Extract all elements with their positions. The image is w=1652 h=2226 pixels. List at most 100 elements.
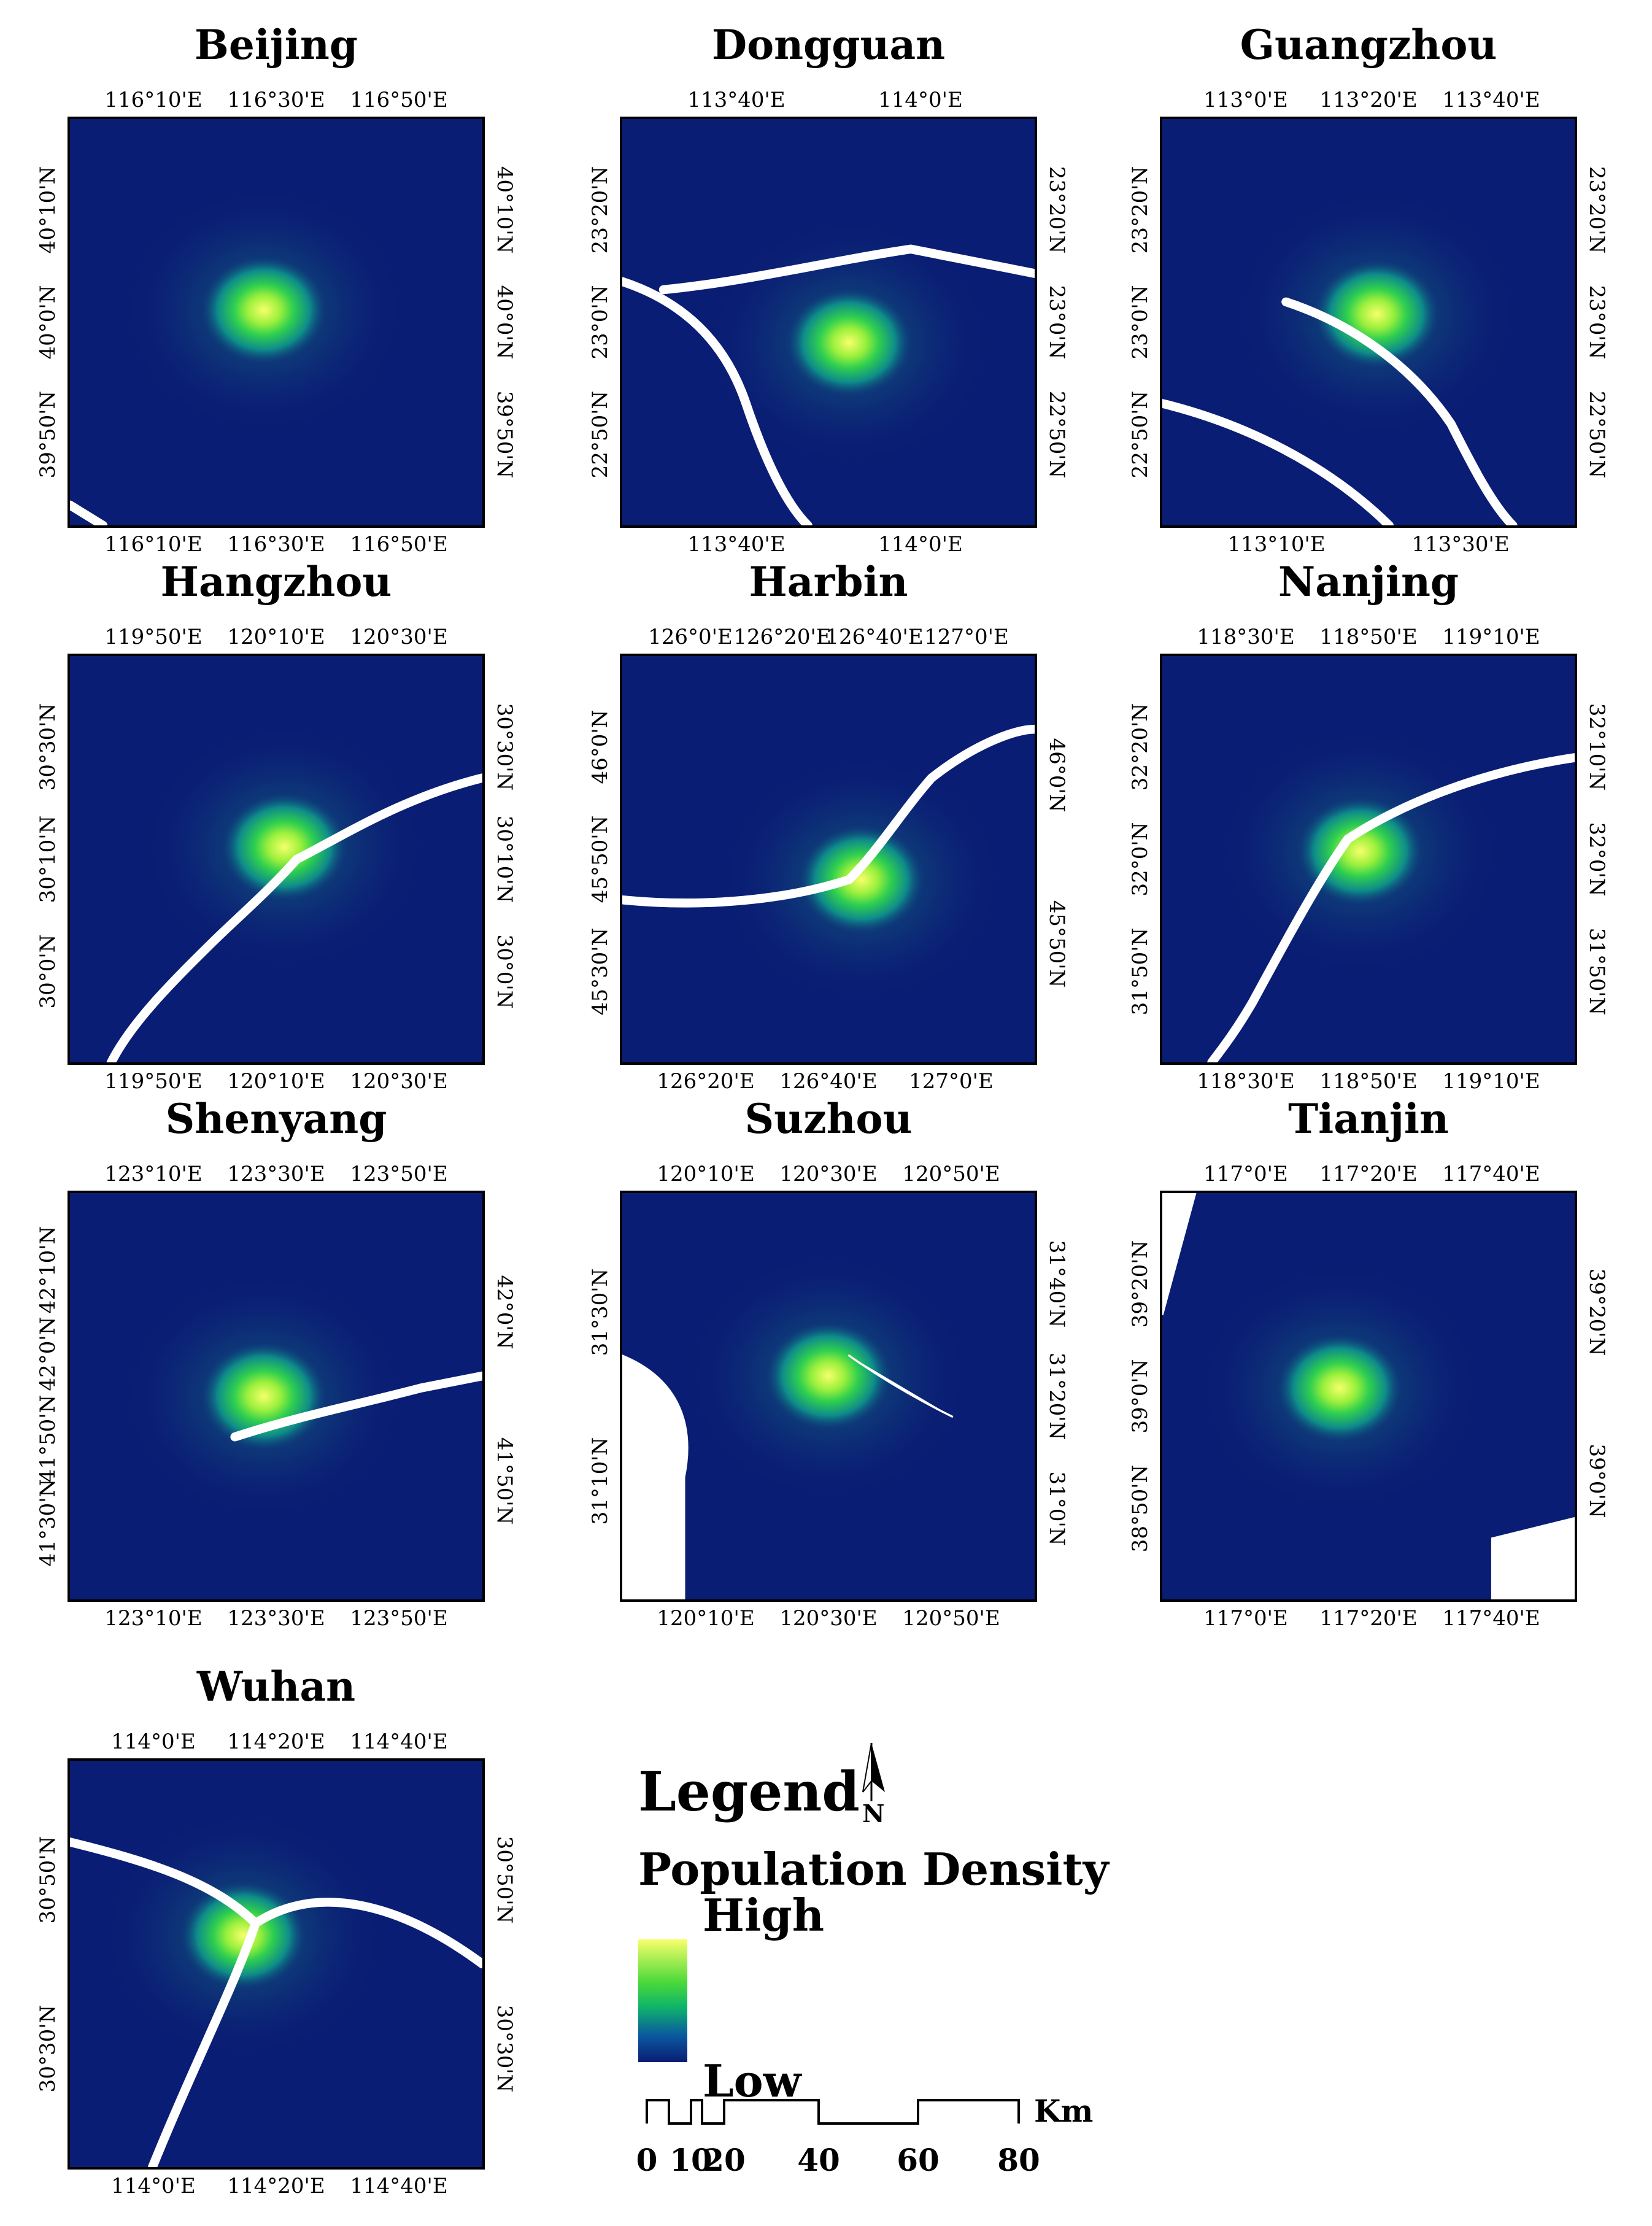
right-tick-label: 30°10'N (492, 815, 517, 903)
bottom-tick-label: 118°30'E (1197, 1069, 1295, 1094)
scale-tick-label: 20 (703, 2142, 746, 2178)
city-title: Wuhan (196, 1663, 356, 1710)
city-title: Hangzhou (160, 558, 392, 606)
legend: Legend N Population Density High Low 0 10… (632, 1743, 1184, 2209)
top-tick-label: 120°50'E (902, 1162, 1000, 1186)
top-tick-label: 123°30'E (227, 1162, 325, 1186)
left-tick-label: 39°50'N (36, 391, 60, 479)
right-tick-label: 23°20'N (1044, 166, 1069, 253)
top-tick-label: 126°40'E (825, 625, 924, 649)
bottom-tick-label: 126°40'E (779, 1069, 878, 1094)
bottom-tick-label: 114°0'E (878, 532, 963, 557)
population-density-map (1160, 1191, 1577, 1602)
bottom-tick-label: 126°20'E (657, 1069, 755, 1094)
top-tick-label: 114°0'E (111, 1729, 196, 1754)
population-density-map (1160, 117, 1577, 528)
right-tick-label: 39°50'N (492, 391, 517, 479)
top-tick-label: 123°50'E (350, 1162, 448, 1186)
right-tick-label: 30°30'N (492, 2004, 517, 2092)
top-tick-label: 114°40'E (350, 1729, 448, 1754)
scale-tick-label: 0 (636, 2142, 658, 2178)
top-tick-label: 118°30'E (1197, 625, 1295, 649)
scale-unit: Km (1034, 2093, 1094, 2129)
top-tick-label: 127°0'E (924, 625, 1009, 649)
right-tick-label: 40°10'N (492, 166, 517, 253)
right-tick-label: 32°0'N (1584, 822, 1609, 897)
right-tick-label: 31°50'N (1584, 928, 1609, 1016)
right-tick-label: 30°0'N (492, 934, 517, 1009)
population-density-map (1160, 654, 1577, 1065)
legend-high-label: High (703, 1889, 825, 1941)
bottom-tick-label: 113°10'E (1227, 532, 1326, 557)
left-tick-label: 40°0'N (36, 285, 60, 360)
city-title: Beijing (195, 21, 358, 69)
population-density-map (620, 654, 1037, 1065)
top-tick-label: 113°0'E (1203, 88, 1288, 112)
scale-tick-label: 10 (670, 2142, 712, 2178)
left-tick-label: 30°30'N (36, 703, 60, 790)
left-tick-label: 42°10'N (36, 1226, 60, 1314)
right-tick-label: 41°50'N (492, 1437, 517, 1525)
top-tick-label: 116°10'E (104, 88, 203, 112)
left-tick-label: 42°0'N (36, 1316, 60, 1391)
top-tick-label: 123°10'E (104, 1162, 203, 1186)
bottom-tick-label: 113°30'E (1411, 532, 1510, 557)
left-tick-label: 23°20'N (1128, 166, 1152, 253)
top-tick-label: 117°20'E (1319, 1162, 1418, 1186)
city-title: Tianjin (1288, 1095, 1449, 1143)
right-tick-label: 46°0'N (1044, 738, 1069, 812)
left-tick-label: 40°10'N (36, 166, 60, 253)
top-tick-label: 114°20'E (227, 1729, 325, 1754)
left-tick-label: 38°50'N (1128, 1465, 1152, 1553)
scale-tick-label: 60 (897, 2142, 940, 2178)
population-density-map (68, 654, 485, 1065)
legend-subtitle: Population Density (638, 1843, 1109, 1895)
bottom-tick-label: 120°10'E (657, 1606, 755, 1631)
bottom-tick-label: 117°0'E (1203, 1606, 1288, 1631)
population-density-map (620, 1191, 1037, 1602)
left-tick-label: 39°0'N (1128, 1359, 1152, 1434)
population-density-color-ramp (638, 1939, 687, 2062)
north-label: N (862, 1799, 885, 1828)
population-density-map (620, 117, 1037, 528)
bottom-tick-label: 119°50'E (104, 1069, 203, 1094)
top-tick-label: 118°50'E (1319, 625, 1418, 649)
top-tick-label: 117°0'E (1203, 1162, 1288, 1186)
left-tick-label: 30°10'N (36, 815, 60, 903)
bottom-tick-label: 114°0'E (111, 2174, 196, 2198)
bottom-tick-label: 118°50'E (1319, 1069, 1418, 1094)
right-tick-label: 40°0'N (492, 285, 517, 360)
right-tick-label: 45°50'N (1044, 900, 1069, 987)
left-tick-label: 30°0'N (36, 934, 60, 1009)
top-tick-label: 113°40'E (687, 88, 785, 112)
left-tick-label: 30°50'N (36, 1836, 60, 1923)
top-tick-label: 119°10'E (1442, 625, 1540, 649)
top-tick-label: 120°30'E (779, 1162, 878, 1186)
bottom-tick-label: 120°10'E (227, 1069, 325, 1094)
bottom-tick-label: 114°40'E (350, 2174, 448, 2198)
bottom-tick-label: 114°20'E (227, 2174, 325, 2198)
population-density-map (68, 1191, 485, 1602)
city-title: Guangzhou (1240, 21, 1497, 69)
scale-tick-label: 80 (997, 2142, 1040, 2178)
top-tick-label: 116°30'E (227, 88, 325, 112)
bottom-tick-label: 116°10'E (104, 532, 203, 557)
top-tick-label: 126°0'E (648, 625, 733, 649)
legend-low-label: Low (703, 2055, 801, 2107)
right-tick-label: 31°40'N (1044, 1240, 1069, 1327)
bottom-tick-label: 123°50'E (350, 1606, 448, 1631)
left-tick-label: 30°30'N (36, 2004, 60, 2092)
right-tick-label: 39°0'N (1584, 1443, 1609, 1518)
city-title: Harbin (749, 558, 908, 606)
bottom-tick-label: 120°30'E (779, 1606, 878, 1631)
left-tick-label: 23°20'N (588, 166, 612, 253)
left-tick-label: 41°50'N (36, 1394, 60, 1483)
left-tick-label: 46°0'N (588, 709, 612, 784)
right-tick-label: 23°0'N (1584, 285, 1609, 360)
top-tick-label: 120°10'E (227, 625, 325, 649)
left-tick-label: 22°50'N (1128, 391, 1152, 479)
bottom-tick-label: 120°30'E (350, 1069, 448, 1094)
right-tick-label: 32°10'N (1584, 703, 1609, 790)
left-tick-label: 32°20'N (1128, 703, 1152, 790)
